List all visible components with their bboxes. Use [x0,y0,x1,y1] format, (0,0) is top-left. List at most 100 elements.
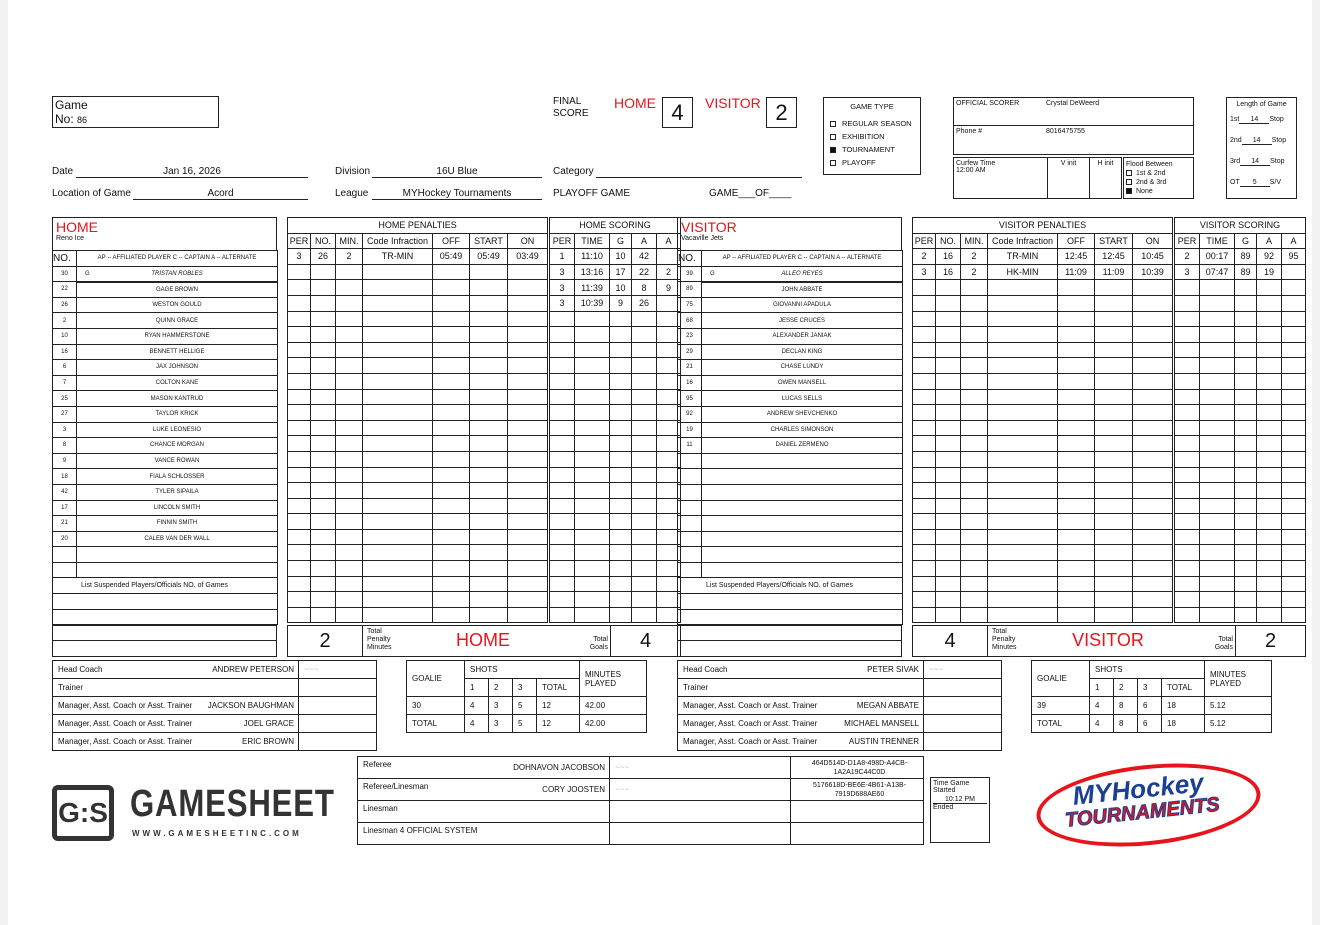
penalty-row [287,294,549,312]
scoring-row [549,310,682,328]
penalty-column-header: PER [287,232,311,250]
roster-row: 92 ANDREW SHEVCHENKO [677,405,903,423]
flood-option[interactable]: 2nd & 3rd [1126,178,1191,187]
game-sheet: Game No: 86 FINAL SCORE HOME 4 VISITOR 2 … [8,0,1312,925]
penalty-row [287,466,549,484]
home-label: HOME [56,219,98,235]
shots-period-header: TOTAL [536,678,580,697]
player-name: COLTON KANE [76,374,278,392]
scoring-row [549,606,682,624]
roster-row [52,593,278,610]
checkbox-icon[interactable] [830,121,836,128]
signature-cell [923,732,1002,751]
game-type-option[interactable]: REGULAR SEASON [830,119,914,128]
roster-row: 42 TYLER SIPAILA [52,483,278,501]
penalty-column-header: ON [1131,232,1174,250]
staff-row: Head Coach ANDREW PETERSON ~~~ [52,660,377,679]
home-total-goals: 4 [610,626,680,656]
checkbox-icon[interactable] [830,147,836,154]
roster-row [677,468,903,485]
roster-row [677,593,903,610]
roster-row: 16 BENNETT HELLIGE [52,343,278,361]
phone-value: 8016475755 [1046,128,1085,135]
penalty-row [287,326,549,343]
penalty-column-header: OFF [432,232,470,250]
staff-role: Head Coach [58,665,103,674]
period-length-row: OT 5 S/V [1230,179,1282,187]
player-name: FINNIN SMITH [76,515,278,532]
roster-row: 21 FINNIN SMITH [52,515,278,532]
staff-row: Manager, Asst. Coach or Asst. Trainer MIC… [677,714,1002,733]
penalty-row [287,372,549,390]
location-label: Location of Game [52,188,131,199]
staff-name: JOEL GRACE [243,719,294,728]
flood-option[interactable]: 1st & 2nd [1126,169,1191,178]
scoring-column-header: G [1234,232,1257,250]
roster-row [677,530,903,548]
penalty-row [912,372,1174,390]
scoring-row [549,357,682,374]
penalty-row: 3 16 2 HK-MIN 11:09 11:09 10:39 [912,263,1174,281]
checkbox-icon[interactable] [1126,170,1132,177]
roster-row [677,483,903,501]
game-type-option[interactable]: EXHIBITION [830,132,914,141]
shots-period-header: 2 [1113,678,1138,697]
minutes-header: MINUTES PLAYED [579,660,647,697]
roster-row [52,561,278,579]
official-name: DOHNAVON JACOBSON [513,763,605,772]
scoring-column-header: TIME [574,232,610,250]
staff-row: Manager, Asst. Coach or Asst. Trainer MEG… [677,696,1002,715]
checkbox-icon[interactable] [1126,188,1132,195]
checkbox-icon[interactable] [830,134,836,141]
player-name: G ALLEO REYES [701,265,903,283]
league-label: League [335,188,369,199]
staff-name: MEGAN ABBATE [856,701,919,710]
roster-row: 30 G TRISTAN ROBLES [52,265,278,283]
player-name: DECLAN KING [701,343,903,361]
roster-blank-row [52,640,277,657]
player-number: 68 [677,312,702,329]
home-totals-row: 2 Total Penalty Minutes HOME Total Goals 4 [287,625,681,657]
scoring-row [1174,466,1307,484]
game-type-option[interactable]: PLAYOFF [830,158,914,167]
total-pim-label: Total Penalty Minutes [992,628,1017,651]
penalty-column-header: NO. [310,232,336,250]
scoring-column-header: PER [1174,232,1200,250]
player-number: 89 [677,281,702,298]
visitor-penalties-table: VISITOR PENALTIES PER NO. MIN. Code Infracti… [911,217,1174,624]
penalty-row [912,294,1174,312]
home-scoring-title: HOME SCORING [548,217,682,234]
roster-row: 3 LUKE LEONESIO [52,421,278,439]
time-started-label: Time Game Started [933,780,970,794]
penalty-row [912,591,1174,608]
minutes-header: MINUTES PLAYED [1204,660,1272,697]
staff-role: Manager, Asst. Coach or Asst. Trainer [683,701,818,710]
penalty-row [287,575,549,593]
penalty-row [912,419,1174,437]
scoring-column-header: PER [549,232,575,250]
time-game-box: Time Game Started 10:12 PM Ended [930,777,990,843]
scoring-column-header: TIME [1199,232,1235,250]
staff-row: Manager, Asst. Coach or Asst. Trainer ERI… [52,732,377,751]
game-type-option[interactable]: TOURNAMENT [830,145,914,154]
penalty-row [287,591,549,608]
home-roster-table: NO. AP -- AFFILIATED PLAYER C -- CAPTAIN … [52,250,278,626]
checkbox-icon[interactable] [1126,179,1132,186]
visitor-label: VISITOR [681,219,737,235]
player-number: 3 [52,421,77,439]
official-role: Referee/Linesman [363,782,429,791]
signature-cell [923,678,1002,697]
flood-option[interactable]: None [1126,187,1191,196]
scoring-row [549,404,682,421]
league-value: MYHockey Tournaments [372,188,542,200]
checkbox-icon[interactable] [830,160,836,167]
roster-row: 20 CALEB VAN DER WALL [52,530,278,548]
official-row: Linesman [357,800,924,823]
penalty-row [912,560,1174,577]
scoring-row [1174,326,1307,343]
length-of-game-box: Length of Game 1st 14 Stop 2nd 14 Stop 3rd 14 St… [1226,97,1297,199]
signature-cell [298,714,377,733]
roster-row: 75 GIOVANNI APADULA [677,296,903,314]
home-total-pim: 2 [288,626,363,656]
penalty-row [287,279,549,296]
